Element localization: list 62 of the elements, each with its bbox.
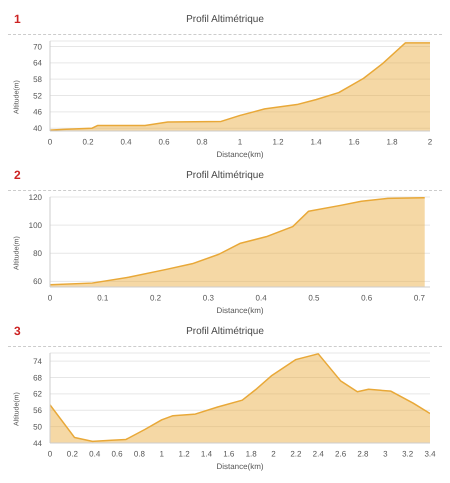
x-tick-label: 1.8 bbox=[246, 450, 258, 459]
y-tick-label: 62 bbox=[33, 390, 43, 399]
x-tick-label: 0.1 bbox=[97, 294, 109, 303]
x-tick-label: 1.8 bbox=[386, 138, 398, 147]
x-tick-label: 0.2 bbox=[66, 450, 78, 459]
x-tick-label: 0.6 bbox=[361, 294, 373, 303]
x-tick-label: 2.8 bbox=[357, 450, 370, 459]
x-tick-label: 2 bbox=[428, 138, 433, 147]
y-tick-label: 64 bbox=[33, 58, 43, 68]
x-tick-label: 1.2 bbox=[272, 138, 284, 147]
text: 2 bbox=[14, 168, 21, 182]
chart-title: Profil Altimétrique bbox=[186, 14, 264, 25]
x-tick-label: 0 bbox=[48, 294, 53, 303]
x-tick-label: 0.3 bbox=[202, 294, 214, 303]
x-tick-label: 0.6 bbox=[158, 138, 170, 147]
x-tick-label: 3 bbox=[383, 450, 388, 459]
y-tick-label: 52 bbox=[33, 91, 43, 100]
x-tick-label: 2.4 bbox=[312, 450, 324, 459]
text: 1 bbox=[14, 12, 21, 26]
y-tick-label: 80 bbox=[33, 249, 43, 258]
x-tick-label: 0.6 bbox=[111, 450, 124, 459]
x-tick-label: 3.4 bbox=[424, 450, 436, 459]
x-tick-label: 1.6 bbox=[348, 138, 360, 147]
text: 3 bbox=[14, 324, 21, 338]
y-tick-label: 120 bbox=[28, 192, 43, 202]
x-tick-label: 1.6 bbox=[223, 450, 235, 459]
x-axis-title: Distance(km) bbox=[216, 306, 264, 315]
x-tick-label: 0.2 bbox=[82, 138, 94, 147]
x-tick-label: 2.6 bbox=[335, 450, 347, 459]
y-tick-label: 74 bbox=[33, 357, 43, 366]
y-tick-label: 56 bbox=[33, 406, 43, 416]
y-tick-label: 60 bbox=[33, 277, 43, 286]
y-tick-label: 46 bbox=[33, 108, 43, 117]
x-tick-label: 2.2 bbox=[290, 450, 302, 459]
x-tick-label: 1 bbox=[160, 450, 165, 459]
x-tick-label: 1.2 bbox=[178, 450, 190, 459]
x-tick-label: 0.8 bbox=[196, 138, 208, 147]
y-tick-label: 58 bbox=[33, 75, 43, 84]
y-tick-label: 70 bbox=[33, 42, 43, 52]
x-tick-label: 0.2 bbox=[150, 294, 162, 303]
x-tick-label: 0.4 bbox=[256, 294, 268, 303]
x-tick-label: 0 bbox=[48, 450, 53, 459]
x-tick-label: 0.4 bbox=[89, 450, 101, 459]
y-tick-label: 100 bbox=[28, 220, 43, 230]
x-tick-label: 1 bbox=[238, 138, 243, 147]
x-tick-label: 1.4 bbox=[200, 450, 213, 459]
x-tick-label: 1.4 bbox=[310, 138, 322, 147]
y-tick-label: 40 bbox=[33, 124, 43, 134]
chart-title: Profil Altimétrique bbox=[186, 326, 264, 337]
x-axis-title: Distance(km) bbox=[216, 462, 264, 471]
x-tick-label: 0 bbox=[48, 138, 53, 147]
y-tick-label: 50 bbox=[33, 422, 43, 432]
x-tick-label: 0.8 bbox=[134, 450, 146, 459]
y-tick-label: 68 bbox=[33, 373, 43, 382]
x-tick-label: 0.7 bbox=[414, 294, 426, 303]
x-tick-label: 0.4 bbox=[120, 138, 132, 147]
x-tick-label: 3.2 bbox=[402, 450, 414, 459]
x-tick-label: 0.5 bbox=[308, 294, 320, 303]
y-tick-label: 44 bbox=[33, 438, 43, 448]
x-tick-label: 2 bbox=[271, 450, 276, 459]
chart-title: Profil Altimétrique bbox=[186, 170, 264, 181]
x-axis-title: Distance(km) bbox=[216, 150, 264, 159]
